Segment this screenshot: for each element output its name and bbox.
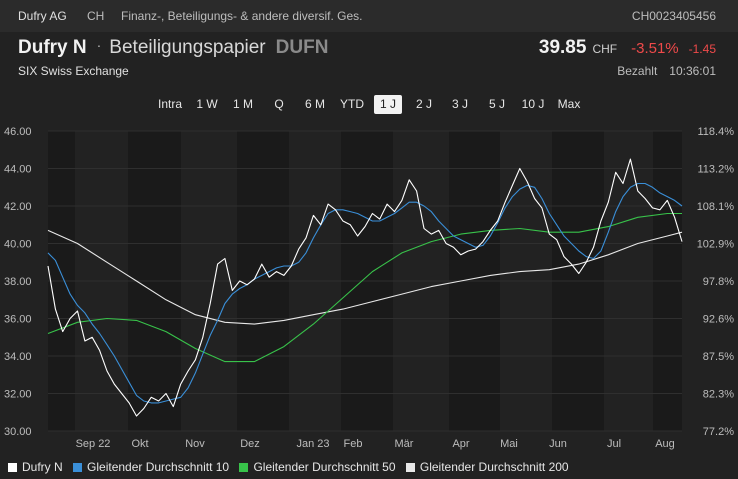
y2-tick-label: 113.2% [698,164,735,176]
range-ytd[interactable]: YTD [340,97,364,111]
series-line-ma200 [47,229,683,325]
sector-category[interactable]: Finanz-, Beteiligungs- & andere diversif… [121,9,363,23]
y-tick-label: 36.00 [4,314,32,326]
x-tick-label: Feb [344,438,363,450]
x-tick-label: Jun [549,438,567,450]
x-tick-label: Dez [240,438,260,450]
y-tick-label: 38.00 [4,276,32,288]
x-tick-label: Nov [185,438,205,450]
legend-item-price[interactable]: Dufry N [8,460,63,474]
range-1j[interactable]: 1 J [373,95,403,114]
legend-label-ma50: Gleitender Durchschnitt 50 [253,460,396,474]
legend-item-ma200[interactable]: Gleitender Durchschnitt 200 [405,460,569,474]
x-tick-label: Aug [655,438,675,450]
issuer-name[interactable]: Dufry AG [18,9,67,23]
x-tick-label: Sep 22 [76,438,111,450]
time-range-selector: Intra 1 W 1 M Q 6 M YTD 1 J 2 J 3 J 5 J … [0,95,738,115]
x-tick-label: Jul [607,438,621,450]
y2-tick-label: 97.8% [703,276,734,288]
top-info-bar: Dufry AG CH Finanz-, Beteiligungs- & and… [0,0,738,32]
quote-meta: Bezahlt 10:36:01 [617,64,716,78]
y-tick-label: 44.00 [4,164,32,176]
range-10j[interactable]: 10 J [521,97,545,111]
y-tick-label: 46.00 [4,126,32,138]
title-separator: · [96,37,102,53]
x-axis: Sep 22 Okt Nov Dez Jan 23 Feb Mär Apr Mai Jun Jul A… [76,438,675,450]
range-q[interactable]: Q [274,97,284,111]
instrument-type: Beteiligungspapier [109,37,266,58]
instrument-title: Dufry N · Beteiligungspapier DUFN [18,37,328,59]
x-tick-label: Mai [500,438,518,450]
y-tick-label: 34.00 [4,351,32,363]
x-tick-label: Jan 23 [296,438,329,450]
price-chart[interactable]: 46.00 44.00 42.00 40.00 38.00 36.00 34.00 32.00… [0,118,738,456]
y-axis-left: 46.00 44.00 42.00 40.00 38.00 36.00 34.00 32.00… [4,126,32,438]
instrument-name: Dufry N [18,37,87,58]
isin-code: CH0023405456 [631,9,716,23]
y-axis-right: 118.4% 113.2% 108.1% 102.9% 97.8% 92.6% 87.5% 8… [697,126,735,438]
series-line-ma10 [47,182,683,404]
y2-tick-label: 87.5% [703,351,734,363]
quote-time: 10:36:01 [669,64,716,78]
range-1w[interactable]: 1 W [196,97,218,111]
quote-status: Bezahlt [617,64,658,78]
legend-item-ma10[interactable]: Gleitender Durchschnitt 10 [73,460,229,474]
range-3j[interactable]: 3 J [451,97,469,111]
grid-lines [48,130,682,432]
x-tick-label: Mär [395,438,414,450]
x-tick-label: Apr [452,438,469,450]
y2-tick-label: 82.3% [703,389,734,401]
x-tick-label: Okt [131,438,148,450]
change-absolute: -1.45 [688,42,716,56]
currency: CHF [592,42,618,56]
last-price: 39.85 [538,37,587,58]
range-5j[interactable]: 5 J [488,97,506,111]
y-tick-label: 32.00 [4,389,32,401]
legend-label-ma200: Gleitender Durchschnitt 200 [419,460,569,474]
range-6m[interactable]: 6 M [304,97,326,111]
legend-item-ma50[interactable]: Gleitender Durchschnitt 50 [239,460,396,474]
change-percent: -3.51% [631,40,679,57]
exchange-name[interactable]: SIX Swiss Exchange [18,64,129,78]
chart-series [47,158,683,417]
range-2j[interactable]: 2 J [415,97,433,111]
y2-tick-label: 118.4% [698,126,735,138]
range-intra[interactable]: Intra [157,97,183,111]
range-max[interactable]: Max [557,97,581,111]
legend-swatch-ma200 [405,463,415,472]
legend-swatch-ma50 [239,463,249,472]
y2-tick-label: 92.6% [703,314,734,326]
range-1m[interactable]: 1 M [232,97,254,111]
y2-tick-label: 108.1% [697,201,735,213]
chart-legend: Dufry N Gleitender Durchschnitt 10 Gleit… [8,460,576,474]
country-code: CH [87,9,105,23]
series-line-ma50 [47,212,682,363]
legend-label-ma10: Gleitender Durchschnitt 10 [87,460,230,474]
y2-tick-label: 102.9% [697,239,735,251]
y-tick-label: 42.00 [4,201,32,213]
y2-tick-label: 77.2% [703,426,734,438]
legend-label-price: Dufry N [22,460,63,474]
quote-box: 39.85 CHF -3.51% -1.45 [539,37,716,59]
legend-swatch-ma10 [73,463,83,472]
ticker-symbol: DUFN [275,37,329,58]
series-line-price [47,158,683,417]
y-tick-label: 40.00 [4,239,32,251]
y-tick-label: 30.00 [4,426,32,438]
legend-swatch-price [8,463,17,472]
